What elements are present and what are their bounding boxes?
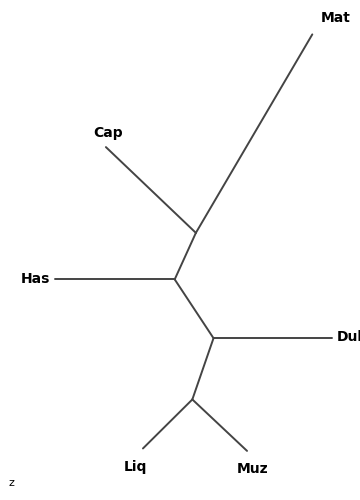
Text: Muz: Muz	[237, 462, 268, 475]
Text: Duk: Duk	[337, 330, 360, 344]
Text: Mat: Mat	[321, 10, 351, 24]
Text: Liq: Liq	[123, 460, 147, 473]
Text: Cap: Cap	[94, 126, 123, 140]
Text: Has: Has	[21, 272, 51, 286]
Text: z: z	[9, 478, 15, 488]
